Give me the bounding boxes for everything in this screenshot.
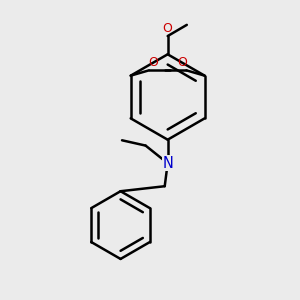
Text: O: O — [148, 56, 158, 69]
Text: N: N — [162, 156, 173, 171]
Text: O: O — [163, 22, 172, 34]
Text: O: O — [177, 56, 187, 69]
